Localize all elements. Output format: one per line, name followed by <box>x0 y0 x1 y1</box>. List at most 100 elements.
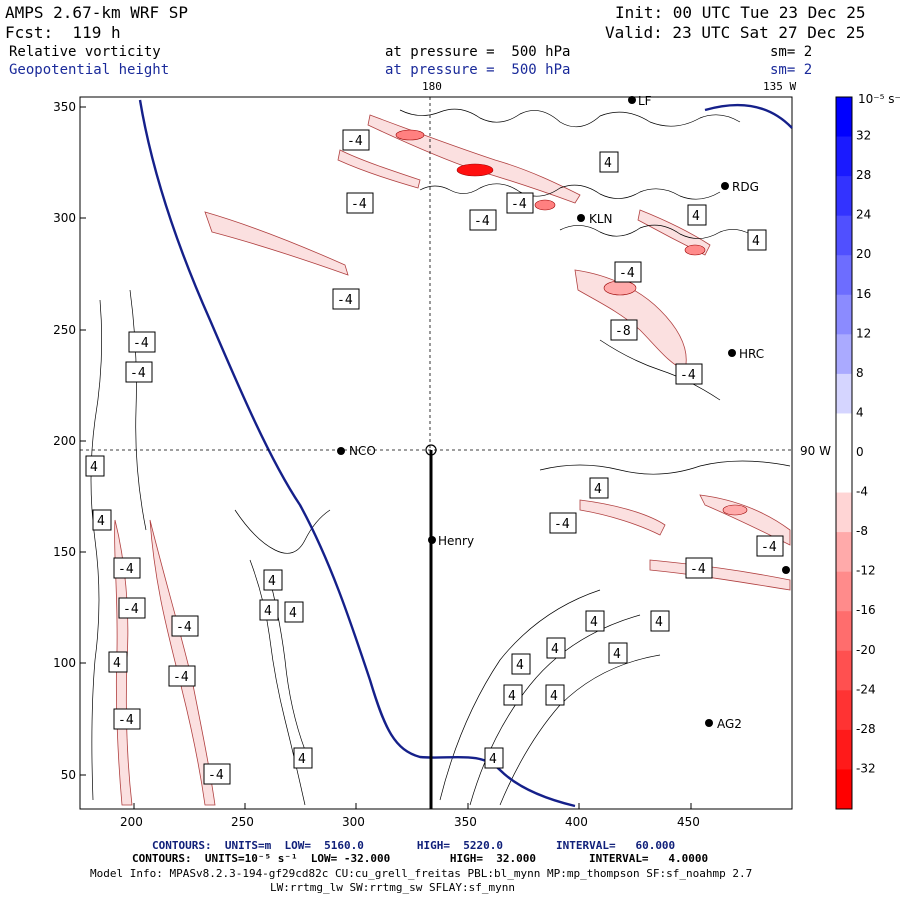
station-kln-label: KLN <box>589 212 613 226</box>
contour-label: 4 <box>546 637 566 659</box>
vort-core-2 <box>395 129 425 141</box>
svg-text:4: 4 <box>594 482 602 497</box>
contour-right-2 <box>539 460 791 475</box>
contour-label: 4 <box>747 229 767 251</box>
vort-band-mid-2 <box>337 149 421 189</box>
svg-text:-4: -4 <box>118 562 134 577</box>
colorbar-cell <box>836 769 852 810</box>
colorbar-cell <box>836 729 852 770</box>
vort-band-right-top <box>637 209 711 256</box>
station-hrc-label: HRC <box>739 347 764 361</box>
contour-label: 4 <box>484 747 504 769</box>
x-tick-label: 200 <box>120 815 143 829</box>
colorbar-cell <box>836 176 852 217</box>
svg-text:-4: -4 <box>511 197 527 212</box>
valid-time: Valid: 23 UTC Sat 27 Dec 25 <box>605 23 866 42</box>
vort-core-4 <box>603 280 637 296</box>
colorbar-label: 4 <box>856 405 864 419</box>
vort-band-mid-1 <box>204 211 349 276</box>
colorbar-cells <box>836 97 852 810</box>
svg-text:4: 4 <box>692 209 700 224</box>
x-tick-label: 450 <box>677 815 700 829</box>
init-time: Init: 00 UTC Tue 23 Dec 25 <box>615 3 866 22</box>
station-edge-dot <box>782 566 790 574</box>
contour-label: -4 <box>549 512 577 534</box>
contour-label: 4 <box>293 747 313 769</box>
colorbar-label: 12 <box>856 326 871 340</box>
footer-model-info-2: LW:rrtmg_lw SW:rrtmg_sw SFLAY:sf_mynn <box>270 881 516 894</box>
parallel-label-right: 90 W <box>800 444 831 458</box>
colorbar-cell <box>836 453 852 494</box>
svg-text:4: 4 <box>508 689 516 704</box>
axis-ticks <box>80 106 692 809</box>
field1-level: at pressure = 500 hPa <box>385 44 571 60</box>
meridian-label-top-right: 135 W <box>763 80 797 93</box>
colorbar-label: -24 <box>856 682 876 696</box>
x-tick-label: 300 <box>342 815 365 829</box>
y-tick-label: 300 <box>53 211 76 225</box>
svg-text:-4: -4 <box>208 768 224 783</box>
svg-text:-4: -4 <box>347 134 363 149</box>
colorbar-cell <box>836 611 852 652</box>
colorbar-cell <box>836 492 852 533</box>
svg-text:4: 4 <box>613 647 621 662</box>
footer-height-contours: CONTOURS: UNITS=m LOW= 5160.0 HIGH= 5220… <box>152 839 676 852</box>
contour-right-1 <box>599 339 721 401</box>
contour-top-2 <box>419 183 721 200</box>
contour-label: 4 <box>599 151 619 173</box>
contour-label: -4 <box>346 192 374 214</box>
colorbar-label: -4 <box>856 485 868 499</box>
colorbar-label: -12 <box>856 564 876 578</box>
station-rdg-label: RDG <box>732 180 759 194</box>
footer-vorticity-contours: CONTOURS: UNITS=10⁻⁵ s⁻¹ LOW= -32.000 HI… <box>132 852 709 865</box>
svg-text:4: 4 <box>268 574 276 589</box>
field1-name: Relative vorticity <box>9 44 161 60</box>
x-tick-label: 400 <box>565 815 588 829</box>
svg-text:4: 4 <box>264 604 272 619</box>
colorbar-label: 20 <box>856 247 871 261</box>
y-tick-label: 250 <box>53 323 76 337</box>
vort-band-right-2 <box>699 494 791 546</box>
colorbar-label: 0 <box>856 445 864 459</box>
contour-label: -4 <box>614 261 642 283</box>
contour-label: 4 <box>545 684 565 706</box>
contour-left-1 <box>90 299 103 801</box>
contour-label: -4 <box>128 331 156 353</box>
station-henry-label: Henry <box>438 534 474 548</box>
colorbar-cell <box>836 373 852 414</box>
colorbar-cell <box>836 532 852 573</box>
svg-text:4: 4 <box>113 656 121 671</box>
colorbar-label: 24 <box>856 208 871 222</box>
svg-text:-4: -4 <box>351 197 367 212</box>
colorbar-cell <box>836 571 852 612</box>
svg-text:-4: -4 <box>554 517 570 532</box>
svg-text:-4: -4 <box>133 336 149 351</box>
field2-smoothing: sm= 2 <box>770 62 813 78</box>
y-tick-label: 200 <box>53 434 76 448</box>
vort-core-1 <box>456 163 494 177</box>
colorbar-cell <box>836 650 852 691</box>
station-kln-dot <box>577 214 585 222</box>
colorbar-label: 32 <box>856 129 871 143</box>
geopotential-height-contour-top <box>704 103 793 129</box>
colorbar-label: -32 <box>856 761 876 775</box>
svg-text:-8: -8 <box>615 324 631 339</box>
colorbar-labels: 32 28 24 20 16 12 8 4 0 -4 -8 -12 -16 -20 -24 -28 -32 <box>856 129 876 776</box>
svg-text:4: 4 <box>752 234 760 249</box>
contour-label: -4 <box>756 535 784 557</box>
south-pole-marker <box>425 444 437 456</box>
colorbar-label: -20 <box>856 643 876 657</box>
vort-core-6 <box>722 504 748 516</box>
svg-text:-4: -4 <box>680 368 696 383</box>
contour-label: 4 <box>92 509 112 531</box>
station-ag2-dot <box>705 719 713 727</box>
y-tick-label: 350 <box>53 100 76 114</box>
contour-label: 4 <box>585 610 605 632</box>
contour-label: 4 <box>284 601 304 623</box>
svg-text:4: 4 <box>590 615 598 630</box>
y-axis: 350 300 250 200 150 100 50 <box>53 100 76 782</box>
contour-label: -8 <box>610 319 638 341</box>
colorbar-unit: 10⁻⁵ s⁻¹ <box>858 92 900 106</box>
station-lf-dot <box>628 96 636 104</box>
vorticity-cores <box>395 129 748 516</box>
